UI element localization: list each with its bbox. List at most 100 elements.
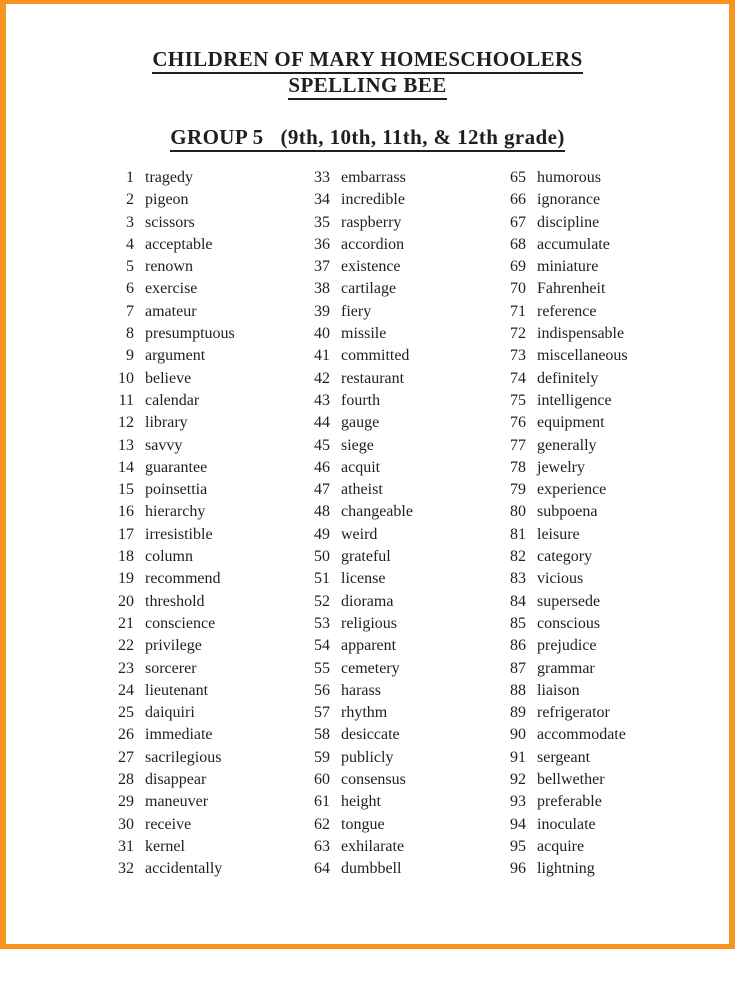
word-text: fiery xyxy=(341,302,372,320)
word-number: 34 xyxy=(314,191,330,209)
word-entry: 55 cemetery xyxy=(306,658,502,680)
word-entry: 48 changeable xyxy=(306,501,502,523)
word-text: diorama xyxy=(341,592,394,610)
word-number: 37 xyxy=(314,258,330,276)
word-text: inoculate xyxy=(537,815,596,833)
word-text: changeable xyxy=(341,503,413,521)
word-entry: 40 missile xyxy=(306,323,502,345)
word-entry: 35 raspberry xyxy=(306,212,502,234)
word-text: harass xyxy=(341,681,381,699)
word-number: 86 xyxy=(510,637,526,655)
word-entry: 76 equipment xyxy=(502,412,698,434)
word-number: 61 xyxy=(314,793,330,811)
word-entry: 58 desiccate xyxy=(306,724,502,746)
word-entry: 19 recommend xyxy=(110,568,306,590)
word-column-1: 1 tragedy 2 pigeon 3 scissors 4 acceptable 5 reno… xyxy=(110,167,306,881)
word-text: calendar xyxy=(145,391,200,409)
word-entry: 96 lightning xyxy=(502,858,698,880)
word-number: 40 xyxy=(314,325,330,343)
word-number: 38 xyxy=(314,280,330,298)
word-entry: 47 atheist xyxy=(306,479,502,501)
word-entry: 84 supersede xyxy=(502,591,698,613)
word-entry: 44 gauge xyxy=(306,412,502,434)
word-entry: 37 existence xyxy=(306,256,502,278)
word-number: 27 xyxy=(118,748,134,766)
word-text: intelligence xyxy=(537,391,612,409)
word-text: refrigerator xyxy=(537,704,610,722)
word-text: exhilarate xyxy=(341,837,405,855)
word-entry: 1 tragedy xyxy=(110,167,306,189)
word-entry: 85 conscious xyxy=(502,613,698,635)
word-number: 16 xyxy=(118,503,134,521)
word-number: 42 xyxy=(314,369,330,387)
word-number: 10 xyxy=(118,369,134,387)
word-number: 59 xyxy=(314,748,330,766)
word-number: 94 xyxy=(510,815,526,833)
word-entry: 23 sorcerer xyxy=(110,658,306,680)
word-text: sacrilegious xyxy=(145,748,222,766)
word-entry: 24 lieutenant xyxy=(110,680,306,702)
word-number: 50 xyxy=(314,548,330,566)
word-number: 68 xyxy=(510,235,526,253)
word-text: grammar xyxy=(537,659,595,677)
word-number: 96 xyxy=(510,860,526,878)
word-entry: 91 sergeant xyxy=(502,747,698,769)
word-text: hierarchy xyxy=(145,503,206,521)
word-number: 72 xyxy=(510,325,526,343)
word-number: 63 xyxy=(314,837,330,855)
word-number: 47 xyxy=(314,481,330,499)
word-entry: 43 fourth xyxy=(306,390,502,412)
word-text: vicious xyxy=(537,570,584,588)
word-entry: 86 prejudice xyxy=(502,635,698,657)
word-text: acquit xyxy=(341,458,381,476)
word-number: 57 xyxy=(314,704,330,722)
word-text: weird xyxy=(341,525,378,543)
word-entry: 12 library xyxy=(110,412,306,434)
word-number: 54 xyxy=(314,637,330,655)
word-number: 19 xyxy=(118,570,134,588)
word-text: disappear xyxy=(145,771,207,789)
document-page: CHILDREN OF MARY HOMESCHOOLERS SPELLING … xyxy=(6,46,729,986)
word-entry: 34 incredible xyxy=(306,189,502,211)
word-text: recommend xyxy=(145,570,221,588)
word-text: lightning xyxy=(537,860,595,878)
word-number: 15 xyxy=(118,481,134,499)
word-text: sergeant xyxy=(537,748,591,766)
word-text: daiquiri xyxy=(145,704,195,722)
word-text: missile xyxy=(341,325,387,343)
word-number: 5 xyxy=(126,258,134,276)
word-text: publicly xyxy=(341,748,394,766)
word-number: 7 xyxy=(126,302,134,320)
word-number: 66 xyxy=(510,191,526,209)
word-entry: 39 fiery xyxy=(306,301,502,323)
word-text: fourth xyxy=(341,391,381,409)
word-entry: 65 humorous xyxy=(502,167,698,189)
word-entry: 88 liaison xyxy=(502,680,698,702)
word-number: 73 xyxy=(510,347,526,365)
word-entry: 52 diorama xyxy=(306,591,502,613)
word-entry: 95 acquire xyxy=(502,836,698,858)
title-line-1: CHILDREN OF MARY HOMESCHOOLERS xyxy=(152,47,583,74)
word-entry: 46 acquit xyxy=(306,457,502,479)
word-number: 49 xyxy=(314,525,330,543)
word-number: 29 xyxy=(118,793,134,811)
word-entry: 77 generally xyxy=(502,435,698,457)
word-number: 84 xyxy=(510,592,526,610)
word-number: 83 xyxy=(510,570,526,588)
word-text: atheist xyxy=(341,481,383,499)
word-number: 70 xyxy=(510,280,526,298)
word-entry: 18 column xyxy=(110,546,306,568)
word-text: reference xyxy=(537,302,597,320)
word-number: 90 xyxy=(510,726,526,744)
word-number: 14 xyxy=(118,458,134,476)
word-number: 77 xyxy=(510,436,526,454)
word-text: pigeon xyxy=(145,191,189,209)
word-entry: 63 exhilarate xyxy=(306,836,502,858)
word-entry: 69 miniature xyxy=(502,256,698,278)
word-text: indispensable xyxy=(537,325,625,343)
word-column-2: 33 embarrass 34 incredible 35 raspberry 36 acco… xyxy=(306,167,502,881)
word-number: 48 xyxy=(314,503,330,521)
word-text: existence xyxy=(341,258,401,276)
document-title: CHILDREN OF MARY HOMESCHOOLERS SPELLING … xyxy=(6,46,729,100)
word-text: believe xyxy=(145,369,192,387)
